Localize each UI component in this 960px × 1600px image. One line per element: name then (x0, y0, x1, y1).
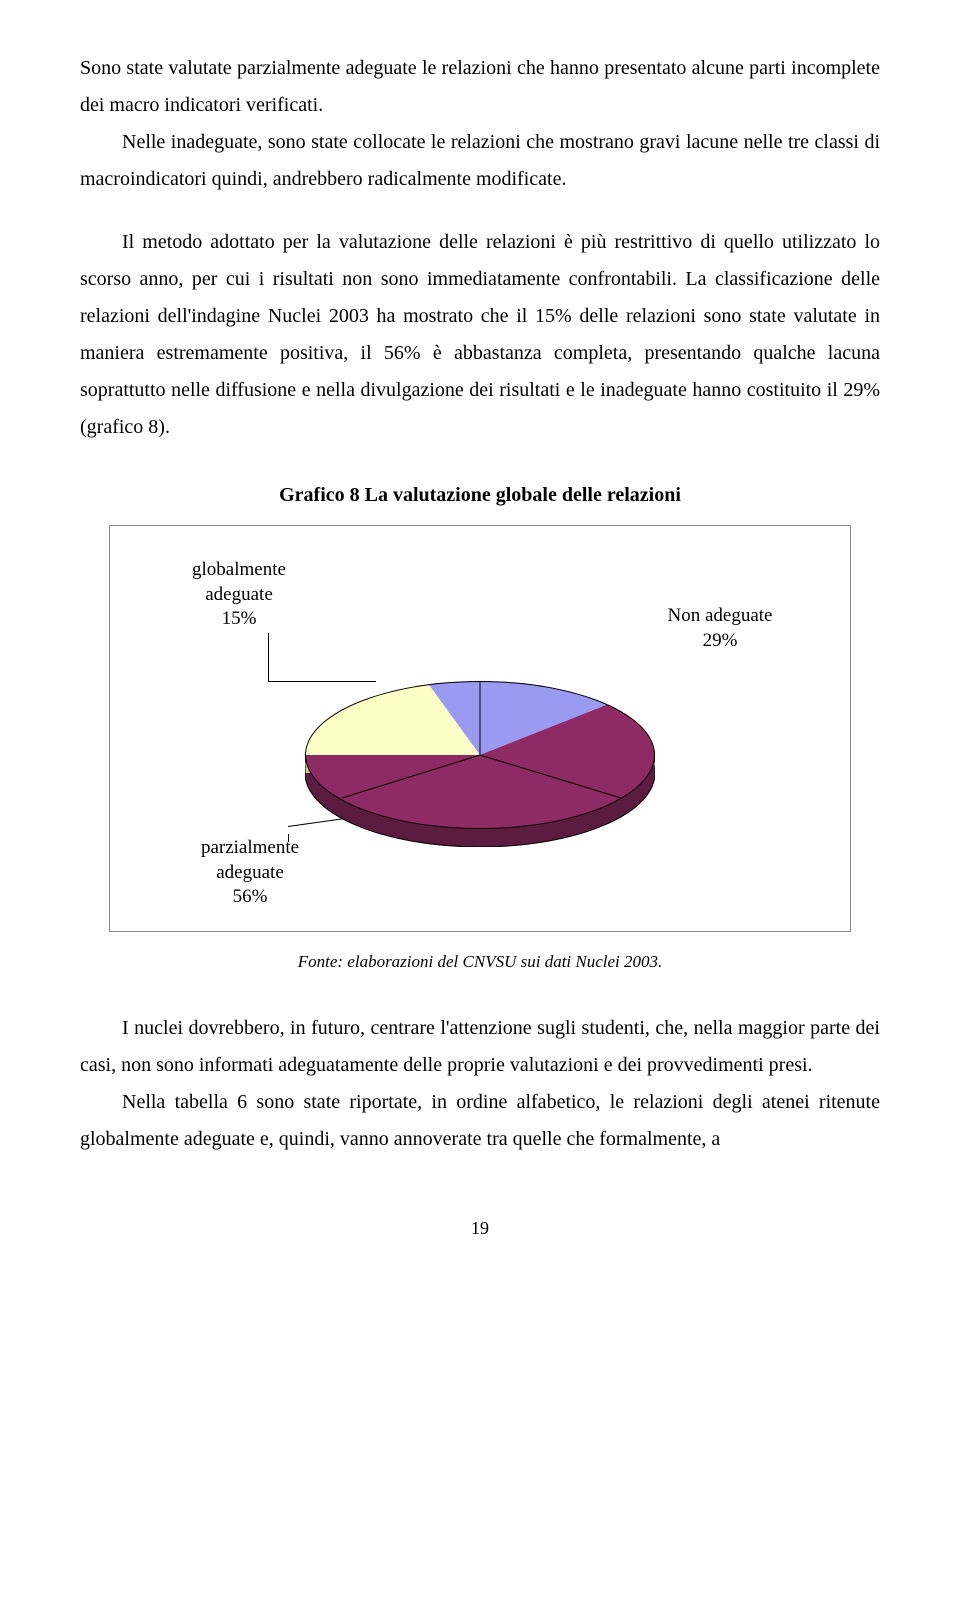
body-text-block: I nuclei dovrebbero, in futuro, centrare… (80, 1010, 880, 1158)
pie-label-non-adeguate: Non adeguate 29% (640, 604, 800, 653)
page-number: 19 (80, 1218, 880, 1239)
pie-top (305, 681, 655, 829)
paragraph: Nelle inadeguate, sono state collocate l… (80, 124, 880, 198)
paragraph: Nella tabella 6 sono state riportate, in… (80, 1084, 880, 1158)
leader-line (268, 633, 269, 681)
pie-graphic (305, 681, 655, 866)
pie-label-parzialmente: parzialmente adeguate 56% (180, 836, 320, 910)
body-text-block: Sono state valutate parzialmente adeguat… (80, 50, 880, 446)
paragraph: Sono state valutate parzialmente adeguat… (80, 50, 880, 124)
chart-source: Fonte: elaborazioni del CNVSU sui dati N… (80, 952, 880, 972)
paragraph: I nuclei dovrebbero, in futuro, centrare… (80, 1010, 880, 1084)
pie-label-globalmente: globalmente adeguate 15% (174, 558, 304, 632)
pie-chart: globalmente adeguate 15% Non adeguate 29… (109, 525, 851, 932)
document-page: Sono state valutate parzialmente adeguat… (0, 0, 960, 1279)
paragraph: Il metodo adottato per la valutazione de… (80, 224, 880, 446)
chart-title: Grafico 8 La valutazione globale delle r… (80, 484, 880, 507)
leader-line (288, 834, 289, 842)
